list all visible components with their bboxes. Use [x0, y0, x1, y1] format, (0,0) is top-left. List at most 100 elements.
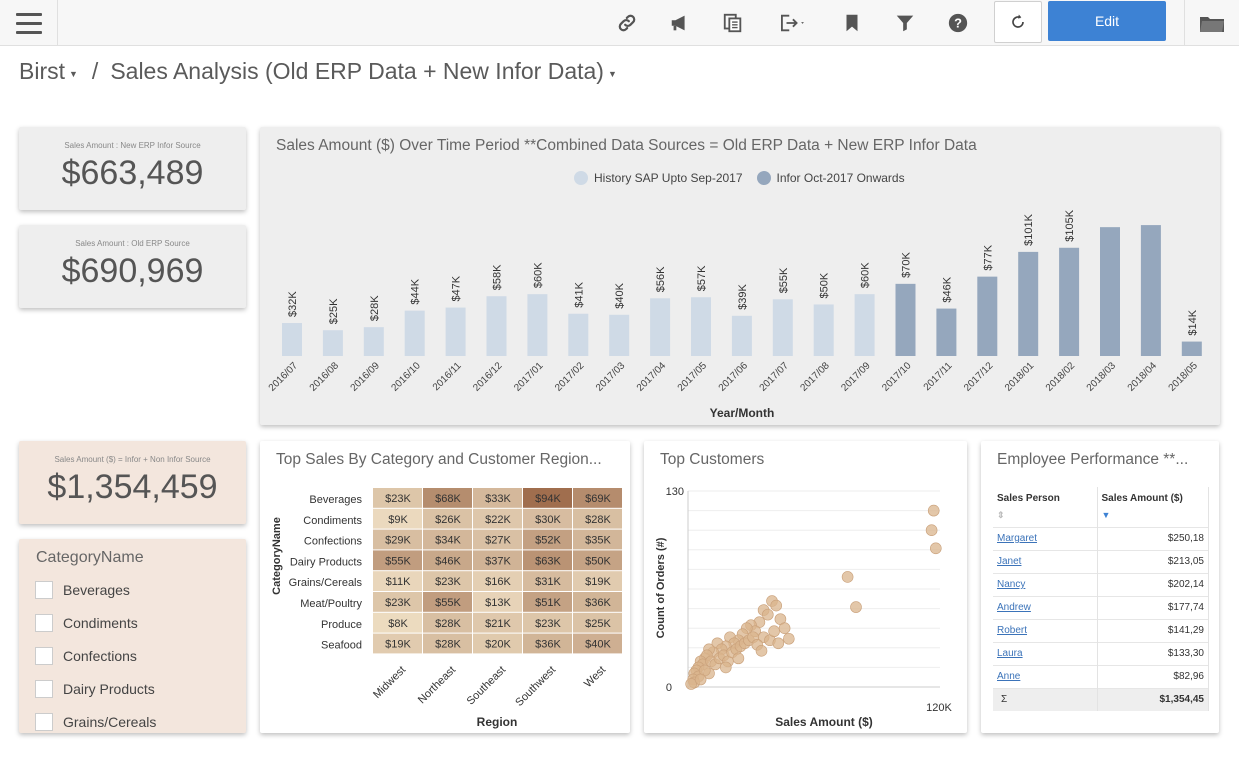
scatter-point	[720, 661, 732, 674]
checkbox[interactable]	[35, 647, 53, 665]
filter-icon[interactable]	[890, 8, 920, 38]
table-row: Nancy $202,14	[993, 572, 1209, 596]
filter-item-confections[interactable]: Confections	[35, 647, 137, 665]
filter-item-beverages[interactable]: Beverages	[35, 581, 130, 599]
data-label: $50K	[819, 272, 831, 298]
data-label: $56K	[655, 266, 667, 292]
legend-label: History SAP Upto Sep-2017	[594, 171, 743, 185]
heatmap-cell	[373, 571, 422, 591]
filter-item-dairy-products[interactable]: Dairy Products	[35, 680, 155, 698]
scatter-panel: Top Customers 0 130 120K Sales Amount ($) Co…	[644, 441, 967, 733]
bookmark-icon[interactable]	[837, 8, 867, 38]
x-tick-label: 2018/04	[1126, 360, 1160, 394]
cell-label: $23K	[535, 618, 561, 630]
heatmap-cell	[523, 633, 572, 654]
chevron-down-icon: ▼	[69, 69, 78, 79]
heatmap-cell	[373, 508, 422, 529]
sales-person-cell: Anne	[993, 664, 1098, 688]
bar	[650, 298, 671, 356]
bar	[568, 313, 589, 356]
cell-label: $55K	[435, 597, 461, 609]
kpi-label: Sales Amount : New ERP Infor Source	[64, 141, 201, 150]
heatmap-chart: $23K $68K $33K $94K $69K Beverages $9K $26K $22K…	[271, 488, 622, 729]
table-row: Anne $82,96	[993, 664, 1209, 688]
table-row: Robert $141,29	[993, 618, 1209, 642]
x-tick-label: 2016/11	[431, 360, 464, 393]
folder-icon[interactable]	[1184, 0, 1239, 46]
checkbox[interactable]	[35, 581, 53, 599]
sort-desc-icon[interactable]: ▼	[1101, 510, 1111, 520]
sales-person-link[interactable]: Laura	[997, 648, 1023, 659]
sort-icon[interactable]: ⇕	[997, 510, 1005, 520]
data-label: $70K	[901, 251, 913, 277]
sales-person-link[interactable]: Anne	[997, 671, 1021, 682]
x-tick-label: Southwest	[513, 664, 558, 709]
cell-label: $40K	[585, 639, 611, 651]
kpi-value: $1,354,459	[47, 468, 218, 506]
announce-icon[interactable]	[665, 8, 695, 38]
filter-item-condiments[interactable]: Condiments	[35, 614, 138, 632]
heatmap-cell	[373, 592, 422, 612]
bar	[854, 294, 875, 356]
data-label: $60K	[860, 262, 872, 288]
y-tick-label: Grains/Cereals	[289, 577, 363, 589]
table-row: Janet $213,05	[993, 549, 1209, 573]
link-icon[interactable]	[612, 8, 642, 38]
legend-item-history[interactable]: History SAP Upto Sep-2017	[574, 171, 743, 185]
heatmap-cell	[523, 550, 572, 571]
breadcrumb-root[interactable]: Birst ▼	[19, 58, 78, 85]
cell-label: $51K	[535, 597, 561, 609]
filter-item-grains-cereals[interactable]: Grains/Cereals	[35, 713, 156, 731]
kpi-new-erp: Sales Amount : New ERP Infor Source $663…	[19, 127, 246, 210]
checkbox[interactable]	[35, 680, 53, 698]
scatter-point	[778, 622, 791, 634]
sales-person-link[interactable]: Janet	[997, 556, 1022, 567]
column-header-sales-person[interactable]: Sales Person ⇕	[993, 487, 1098, 527]
bar	[363, 327, 384, 356]
sales-person-link[interactable]: Andrew	[997, 602, 1031, 613]
heatmap-panel: Top Sales By Category and Customer Regio…	[260, 441, 630, 733]
legend-item-infor[interactable]: Infor Oct-2017 Onwards	[756, 171, 905, 185]
data-label: $32K	[287, 291, 299, 317]
cell-label: $69K	[585, 493, 611, 505]
cell-label: $55K	[385, 555, 411, 567]
bar	[1059, 247, 1080, 356]
heatmap-cell	[473, 488, 522, 508]
bar	[322, 330, 343, 356]
heatmap-cell	[573, 488, 622, 508]
help-icon[interactable]: ?	[943, 8, 973, 38]
checkbox[interactable]	[35, 614, 53, 632]
copy-icon[interactable]	[718, 8, 748, 38]
x-tick-label: 2017/01	[512, 360, 546, 394]
sales-amount-cell: $213,05	[1097, 549, 1209, 573]
sales-person-link[interactable]: Margaret	[997, 533, 1038, 544]
checkbox[interactable]	[35, 713, 53, 731]
scatter-point	[770, 599, 782, 612]
category-filter: CategoryName Beverages Condiments Confec…	[19, 539, 246, 733]
cell-label: $27K	[485, 535, 511, 547]
y-tick-label: Condiments	[303, 515, 362, 527]
sales-amount-cell: $177,74	[1097, 595, 1209, 619]
bar	[977, 276, 998, 356]
sales-person-link[interactable]: Robert	[997, 625, 1028, 636]
x-tick-label: 2017/06	[717, 360, 751, 394]
refresh-button[interactable]	[994, 1, 1042, 43]
edit-button[interactable]: Edit	[1048, 1, 1166, 41]
heatmap-cell	[423, 612, 472, 633]
cell-label: $26K	[435, 514, 461, 526]
breadcrumb-page[interactable]: Sales Analysis (Old ERP Data + New Infor…	[110, 58, 617, 85]
heatmap-cell	[373, 550, 422, 571]
x-tick-label: 2017/12	[962, 360, 996, 394]
data-label: $28K	[369, 295, 381, 321]
cell-label: $35K	[585, 535, 611, 547]
scatter-chart: 0 130 120K Sales Amount ($) Count of Orders …	[655, 486, 953, 729]
menu-icon[interactable]	[0, 0, 58, 46]
column-header-sales-amount[interactable]: Sales Amount ($) ▼	[1097, 487, 1209, 527]
export-icon[interactable]	[772, 8, 812, 38]
sales-person-link[interactable]: Nancy	[997, 579, 1026, 590]
sales-person-cell: Andrew	[993, 595, 1098, 619]
y-tick-label: 130	[666, 486, 684, 498]
x-axis-label: Year/Month	[710, 406, 775, 420]
total-amount-cell: $1,354,45	[1097, 687, 1209, 711]
y-tick-label: Dairy Products	[290, 556, 363, 568]
